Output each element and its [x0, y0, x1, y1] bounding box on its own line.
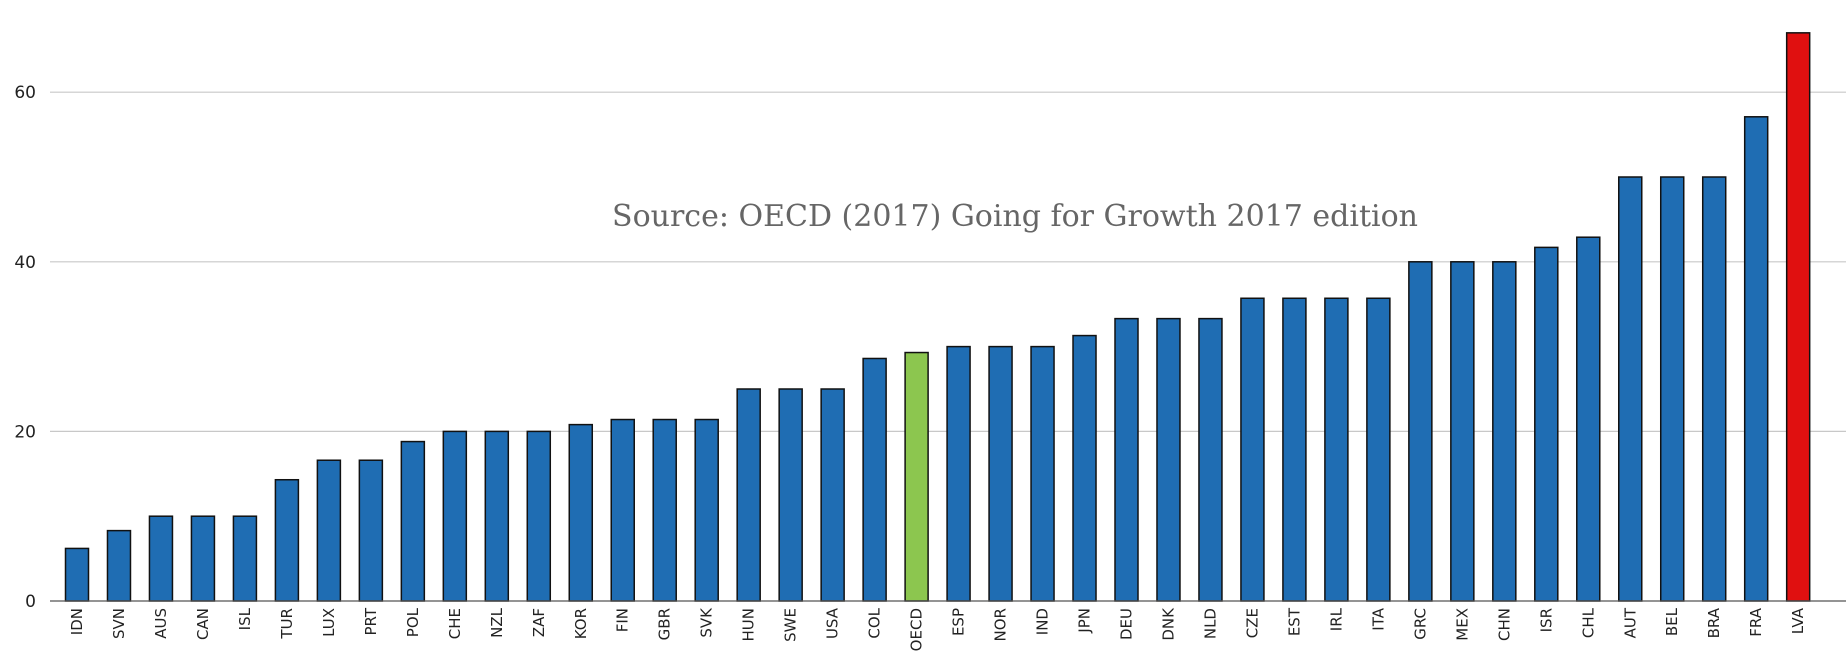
x-tick-label: BEL [1663, 607, 1681, 636]
bar-est [1282, 297, 1307, 602]
x-tick-label: SVK [698, 607, 716, 638]
bar-chl [1576, 236, 1601, 602]
x-tick-label: CZE [1243, 608, 1261, 638]
bar-can [190, 515, 216, 602]
bars-layer [64, 32, 1811, 602]
x-tick-label: ISL [236, 607, 254, 630]
x-tick-label: COL [866, 607, 884, 638]
x-tick-label: AUT [1621, 607, 1639, 638]
bar-tur [274, 478, 300, 602]
bar-jpn [1072, 334, 1097, 602]
bar-aus [148, 515, 174, 602]
bar-oecd [904, 351, 929, 602]
x-tick-label: IRL [1327, 607, 1345, 631]
y-tick-label: 60 [14, 83, 36, 103]
bar-svk [694, 418, 719, 602]
bar-isr [1534, 246, 1559, 602]
bar-irl [1324, 297, 1349, 602]
x-tick-label: DNK [1159, 607, 1177, 641]
x-tick-label: AUS [152, 608, 170, 639]
bar-hun [736, 388, 761, 602]
bar-fra [1743, 116, 1769, 602]
x-tick-label: PRT [362, 607, 380, 635]
x-tick-label: IND [1034, 608, 1052, 635]
x-tick-label: FRA [1747, 607, 1765, 636]
x-tick-label: GBR [656, 608, 674, 640]
x-tick-labels: IDN SVN AUS CAN ISL TUR LUX PRT POL CHE NZL ZAF KOR F… [68, 607, 1807, 651]
bar-swe [778, 388, 803, 602]
bar-esp [946, 345, 971, 602]
bar-dnk [1156, 317, 1181, 602]
bar-nld [1198, 317, 1223, 602]
x-tick-label: CHL [1579, 607, 1597, 638]
bar-lux [316, 459, 342, 602]
x-tick-label: EST [1285, 607, 1303, 636]
bar-cze [1240, 297, 1265, 602]
x-tick-label: SWE [782, 608, 800, 642]
x-tick-label: NZL [488, 607, 506, 637]
bar-ita [1366, 297, 1391, 602]
bar-usa [820, 388, 845, 602]
x-tick-label: ZAF [530, 608, 548, 637]
bar-nor [988, 345, 1013, 602]
x-tick-label: OECD [908, 608, 926, 651]
x-tick-label: NLD [1201, 608, 1219, 639]
source-annotation: Source: OECD (2017) Going for Growth 201… [612, 199, 1418, 234]
bar-bel [1659, 176, 1685, 602]
bar-nzl [484, 430, 510, 602]
x-tick-label: JPN [1076, 608, 1094, 634]
bar-zaf [526, 430, 552, 602]
bar-idn [64, 547, 90, 602]
x-tick-label: LUX [320, 608, 338, 637]
y-tick-label: 20 [14, 422, 36, 442]
bar-aut [1618, 176, 1643, 602]
bar-isl [232, 515, 258, 602]
bar-pol [400, 440, 426, 602]
bar-prt [358, 459, 384, 602]
bar-mex [1450, 261, 1475, 602]
x-tick-label: IDN [68, 608, 86, 635]
bar-gbr [652, 418, 677, 602]
y-tick-label: 0 [25, 592, 36, 612]
x-tick-label: SVN [110, 608, 128, 639]
y-tick-label: 40 [14, 253, 36, 273]
bar-col [862, 357, 887, 602]
bar-lva [1785, 32, 1811, 602]
x-tick-label: CHN [1495, 608, 1513, 641]
x-tick-label: NOR [992, 608, 1010, 641]
x-tick-label: GRC [1411, 608, 1429, 640]
x-tick-label: BRA [1705, 607, 1723, 638]
x-tick-label: DEU [1118, 608, 1136, 640]
x-tick-label: LVA [1789, 607, 1807, 634]
bar-deu [1114, 317, 1139, 602]
y-tick-labels: 0 20 40 60 [14, 83, 36, 612]
x-tick-label: CAN [194, 608, 212, 640]
bar-ind [1030, 345, 1055, 602]
bar-chn [1492, 261, 1517, 602]
bar-kor [568, 423, 594, 602]
bar-fin [610, 418, 635, 602]
bar-bra [1701, 176, 1727, 602]
x-tick-label: ESP [950, 608, 968, 636]
x-tick-label: KOR [572, 608, 590, 639]
bar-che [442, 430, 468, 602]
x-tick-label: USA [824, 607, 842, 639]
x-tick-label: POL [404, 607, 422, 637]
x-tick-label: FIN [614, 608, 632, 632]
x-tick-label: MEX [1453, 608, 1471, 641]
x-tick-label: HUN [740, 608, 758, 641]
x-tick-label: ITA [1369, 607, 1387, 630]
x-tick-label: TUR [278, 608, 296, 640]
bar-grc [1408, 261, 1433, 602]
bar-svn [106, 529, 132, 602]
x-tick-label: ISR [1537, 608, 1555, 632]
x-tick-label: CHE [446, 608, 464, 639]
